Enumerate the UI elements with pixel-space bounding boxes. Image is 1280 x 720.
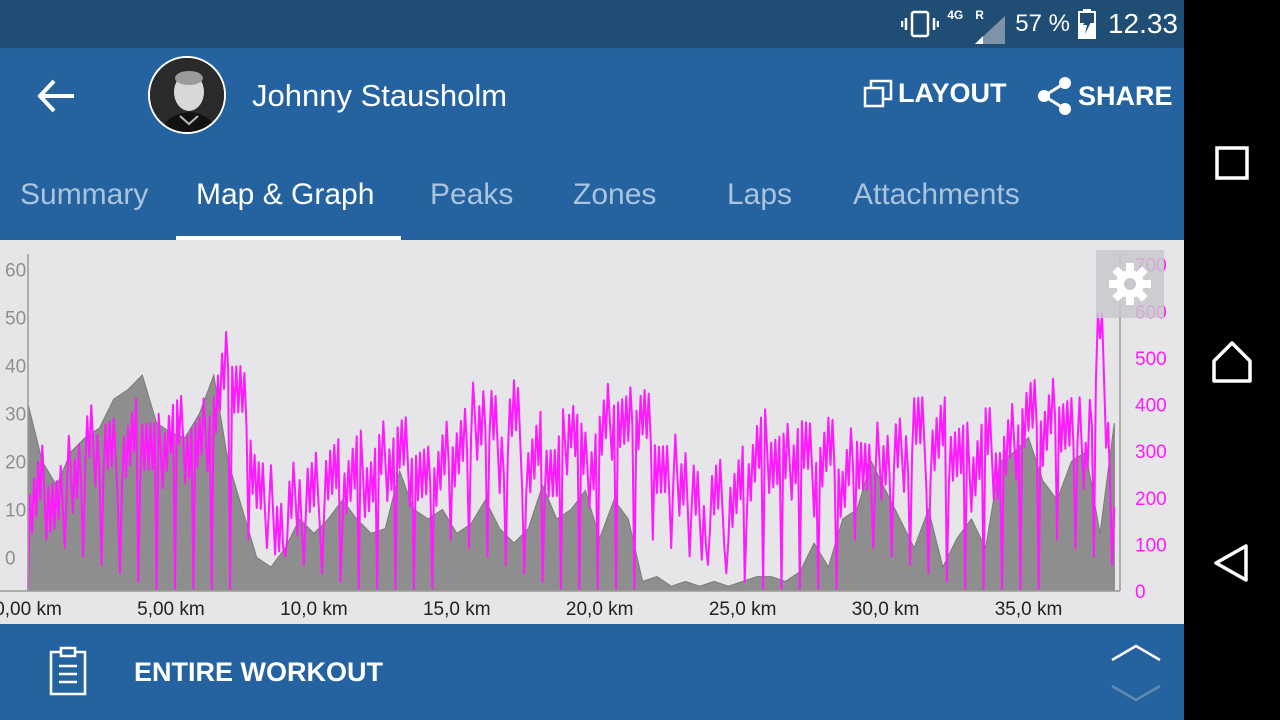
signal-icon bbox=[975, 16, 1006, 44]
graph-canvas: 605040302010070060050040030020010000,00 … bbox=[0, 254, 1167, 620]
status-clock: 12.33 bbox=[1107, 8, 1178, 39]
y-right-tick-label: 300 bbox=[1135, 442, 1167, 463]
workout-graph[interactable]: 605040302010070060050040030020010000,00 … bbox=[0, 240, 1184, 624]
y-left-tick-label: 60 bbox=[5, 261, 26, 282]
vibrate-icon bbox=[901, 10, 940, 38]
roaming-label: R bbox=[975, 8, 984, 22]
elevation-area bbox=[27, 373, 1115, 592]
gear-icon bbox=[1109, 263, 1151, 305]
avatar[interactable] bbox=[148, 56, 226, 134]
y-right-tick-label: 0 bbox=[1135, 582, 1146, 603]
y-left-tick-label: 40 bbox=[5, 357, 26, 378]
y-right-tick-label: 500 bbox=[1135, 349, 1167, 370]
active-tab-indicator bbox=[176, 236, 401, 240]
back-triangle-icon[interactable] bbox=[1204, 535, 1260, 591]
bottom-bar[interactable]: ENTIRE WORKOUT bbox=[0, 624, 1184, 720]
tab-map-graph[interactable]: Map & Graph bbox=[196, 178, 375, 211]
system-nav-bar bbox=[1184, 0, 1280, 720]
expand-chevron-icon[interactable] bbox=[1108, 642, 1164, 706]
recents-icon[interactable] bbox=[1204, 135, 1260, 191]
user-name: Johnny Stausholm bbox=[252, 78, 508, 113]
layout-button[interactable]: LAYOUT bbox=[862, 78, 1007, 109]
share-label: SHARE bbox=[1078, 80, 1173, 111]
y-right-tick-label: 100 bbox=[1135, 535, 1167, 556]
tab-attachments[interactable]: Attachments bbox=[853, 178, 1020, 211]
tab-laps[interactable]: Laps bbox=[727, 178, 793, 211]
home-icon[interactable] bbox=[1204, 335, 1260, 391]
workout-app: 4G R 57 % 12.33 bbox=[0, 0, 1184, 720]
x-tick-label: 20,0 km bbox=[566, 599, 634, 620]
app-bar: Johnny Stausholm LAYOUT SHARE bbox=[0, 48, 1184, 144]
y-left-tick-label: 0 bbox=[5, 548, 16, 569]
entire-workout-label: ENTIRE WORKOUT bbox=[134, 657, 383, 687]
x-tick-label: 15,0 km bbox=[423, 599, 491, 620]
power-layer bbox=[27, 312, 1116, 590]
x-tick-label: 35,0 km bbox=[995, 599, 1063, 620]
tab-summary[interactable]: Summary bbox=[20, 178, 149, 211]
y-right-tick-label: 200 bbox=[1135, 489, 1167, 510]
battery-charging-icon bbox=[1077, 9, 1096, 39]
layout-label: LAYOUT bbox=[898, 78, 1007, 108]
signal-group: 4G R bbox=[947, 4, 1007, 44]
y-left-tick-label: 30 bbox=[5, 405, 26, 426]
tab-bar: Summary Map & Graph Peaks Zones Laps Att… bbox=[0, 144, 1184, 240]
status-bar: 4G R 57 % 12.33 bbox=[0, 0, 1184, 48]
clipboard-icon bbox=[49, 646, 87, 696]
x-tick-label: 30,0 km bbox=[852, 599, 920, 620]
x-tick-label: 5,00 km bbox=[137, 599, 205, 620]
share-button[interactable]: SHARE bbox=[1036, 76, 1173, 116]
y-left-tick-label: 20 bbox=[5, 452, 26, 473]
power-line bbox=[27, 312, 1116, 590]
battery-percent: 57 % bbox=[1015, 10, 1070, 37]
avatar-portrait bbox=[150, 58, 224, 132]
layout-icon bbox=[863, 79, 893, 107]
graph-settings-button[interactable] bbox=[1096, 250, 1164, 318]
share-icon bbox=[1038, 77, 1071, 115]
y-right-tick-label: 400 bbox=[1135, 396, 1167, 417]
x-tick-label: 25,0 km bbox=[709, 599, 777, 620]
x-tick-label: 10,0 km bbox=[280, 599, 348, 620]
y-left-tick-label: 50 bbox=[5, 309, 26, 330]
network-type-label: 4G bbox=[947, 8, 964, 22]
tick-labels-layer: 605040302010070060050040030020010000,00 … bbox=[0, 256, 1167, 620]
y-left-tick-label: 10 bbox=[5, 500, 26, 521]
status-right-cluster: 4G R 57 % 12.33 bbox=[901, 0, 1178, 48]
back-arrow-icon[interactable] bbox=[32, 74, 80, 118]
tab-peaks[interactable]: Peaks bbox=[430, 178, 514, 211]
x-tick-label: 0,00 km bbox=[0, 599, 62, 620]
tab-zones[interactable]: Zones bbox=[573, 178, 657, 211]
elevation-layer bbox=[27, 373, 1115, 592]
